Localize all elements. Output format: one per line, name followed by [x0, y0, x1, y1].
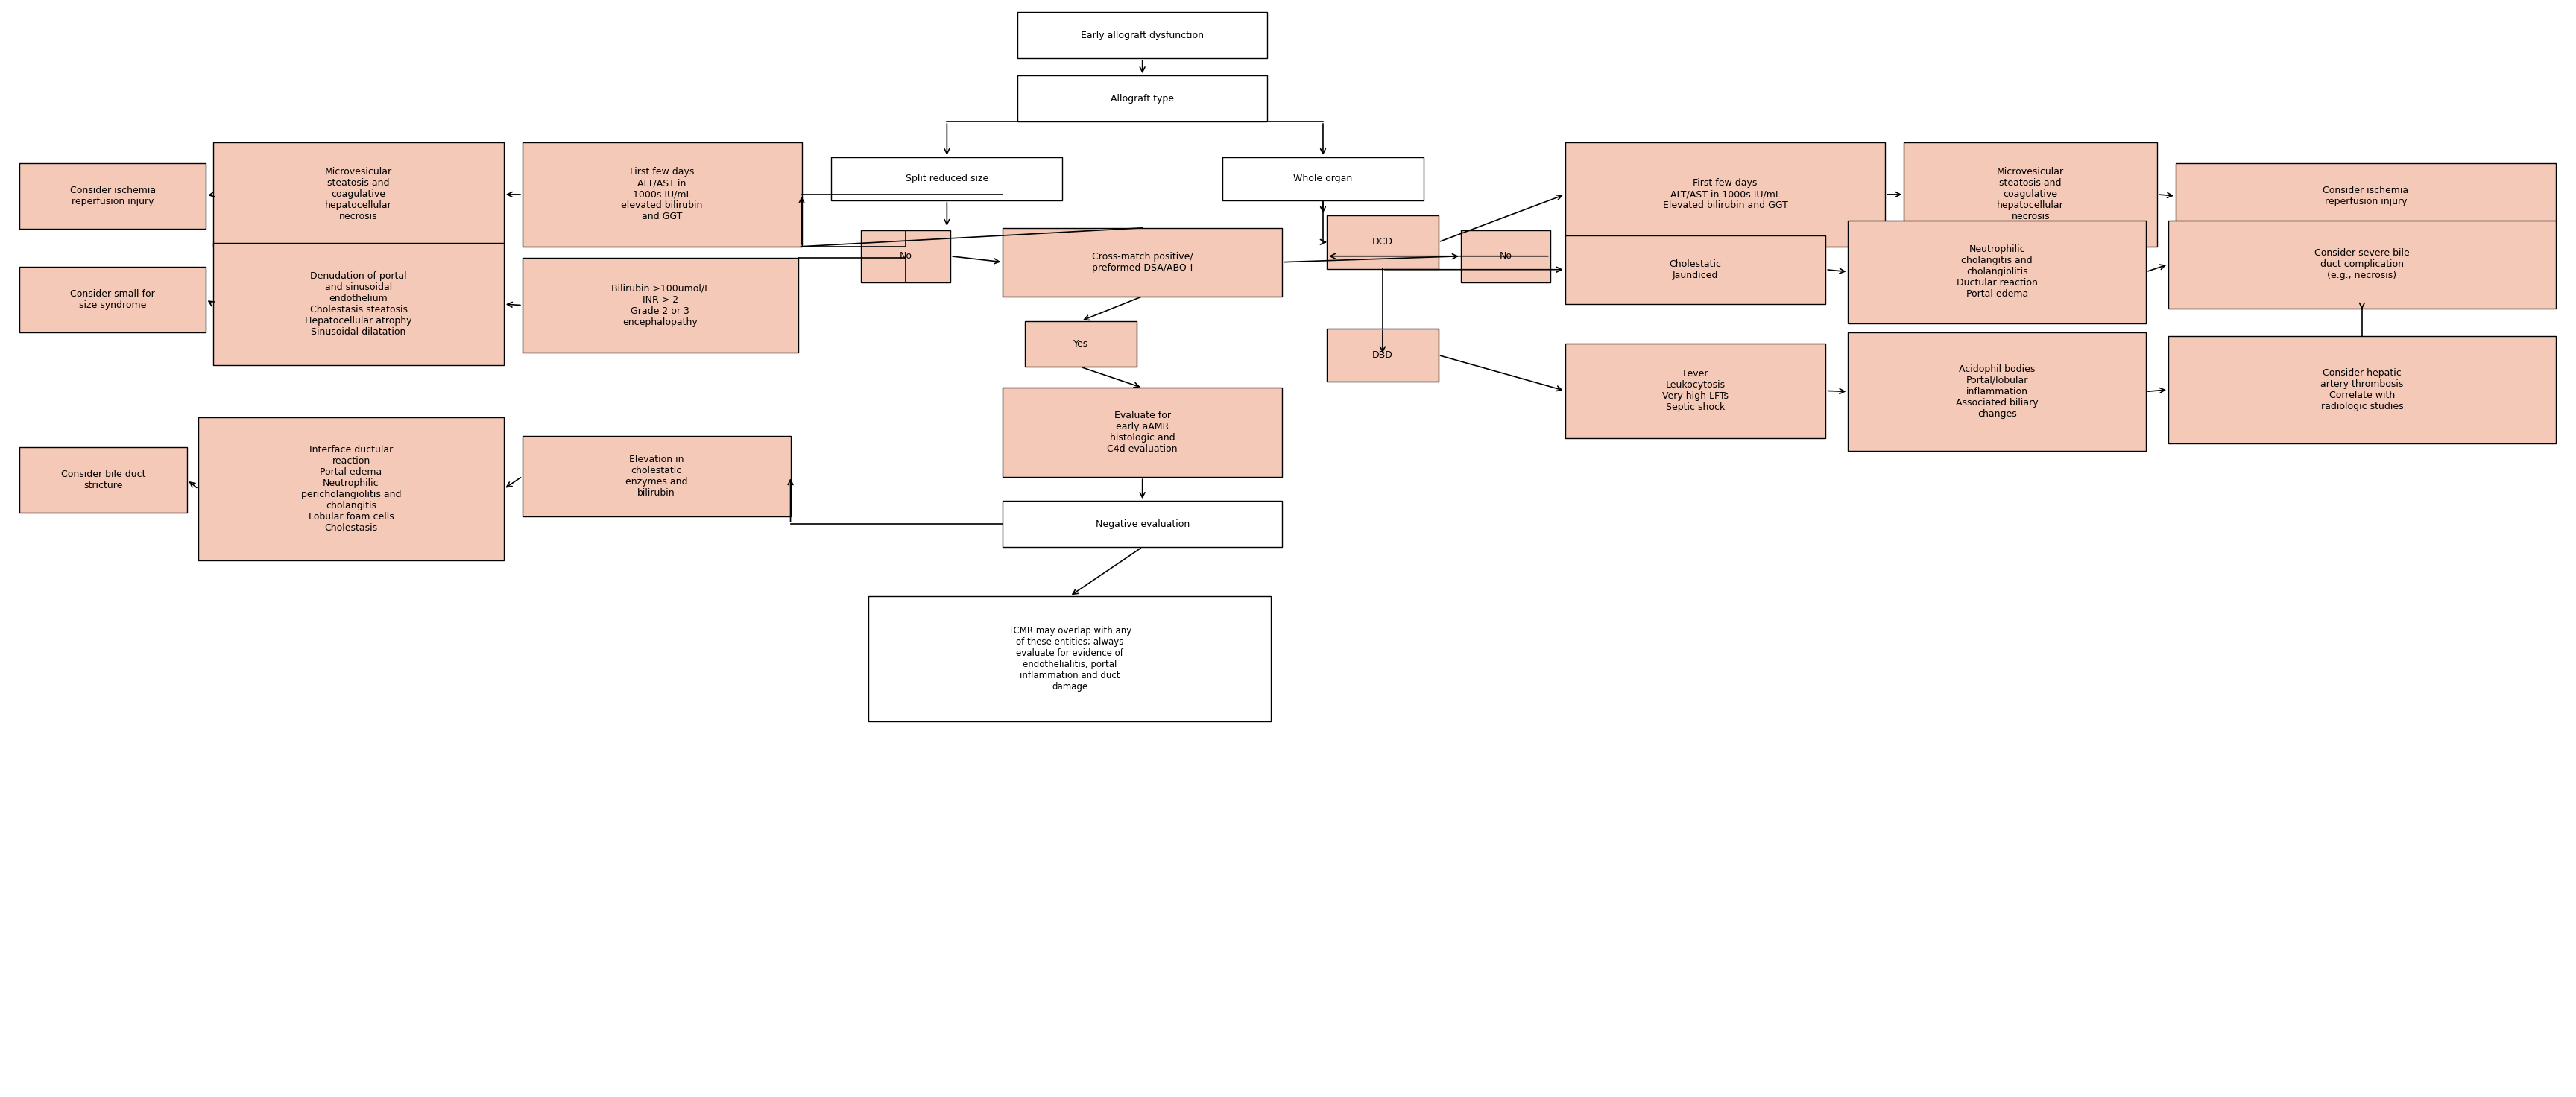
FancyBboxPatch shape	[868, 596, 1270, 721]
Text: Interface ductular
reaction
Portal edema
Neutrophilic
pericholangiolitis and
cho: Interface ductular reaction Portal edema…	[301, 445, 402, 533]
FancyBboxPatch shape	[1327, 328, 1437, 382]
FancyBboxPatch shape	[1566, 236, 1826, 304]
Text: Evaluate for
early aAMR
histologic and
C4d evaluation: Evaluate for early aAMR histologic and C…	[1108, 411, 1177, 454]
FancyBboxPatch shape	[1566, 143, 1886, 247]
FancyBboxPatch shape	[1224, 157, 1425, 201]
FancyBboxPatch shape	[21, 163, 206, 228]
FancyBboxPatch shape	[1566, 343, 1826, 439]
Text: Split reduced size: Split reduced size	[904, 174, 989, 183]
Text: Neutrophilic
cholangitis and
cholangiolitis
Ductular reaction
Portal edema: Neutrophilic cholangitis and cholangioli…	[1955, 245, 2038, 299]
FancyBboxPatch shape	[1018, 12, 1267, 58]
Text: Consider ischemia
reperfusion injury: Consider ischemia reperfusion injury	[2324, 185, 2409, 206]
Text: First few days
ALT/AST in 1000s IU/mL
Elevated bilirubin and GGT: First few days ALT/AST in 1000s IU/mL El…	[1662, 179, 1788, 211]
Text: Yes: Yes	[1074, 339, 1090, 349]
Text: Denudation of portal
and sinusoidal
endothelium
Cholestasis steatosis
Hepatocell: Denudation of portal and sinusoidal endo…	[304, 271, 412, 337]
FancyBboxPatch shape	[214, 242, 505, 365]
Text: Consider bile duct
stricture: Consider bile duct stricture	[62, 470, 147, 490]
Text: DCD: DCD	[1373, 237, 1394, 247]
Text: Microvesicular
steatosis and
coagulative
hepatocellular
necrosis: Microvesicular steatosis and coagulative…	[325, 167, 392, 222]
FancyBboxPatch shape	[21, 267, 206, 332]
FancyBboxPatch shape	[1002, 501, 1283, 547]
Text: Cross-match positive/
preformed DSA/ABO-I: Cross-match positive/ preformed DSA/ABO-…	[1092, 251, 1193, 272]
FancyBboxPatch shape	[21, 448, 188, 512]
FancyBboxPatch shape	[1002, 388, 1283, 477]
Text: TCMR may overlap with any
of these entities; always
evaluate for evidence of
end: TCMR may overlap with any of these entit…	[1007, 625, 1131, 691]
Text: No: No	[899, 251, 912, 261]
Text: Allograft type: Allograft type	[1110, 93, 1175, 103]
FancyBboxPatch shape	[1025, 321, 1136, 367]
FancyBboxPatch shape	[198, 418, 505, 561]
FancyBboxPatch shape	[832, 157, 1061, 201]
FancyBboxPatch shape	[1847, 332, 2146, 451]
Text: Whole organ: Whole organ	[1293, 174, 1352, 183]
FancyBboxPatch shape	[1018, 76, 1267, 122]
FancyBboxPatch shape	[2177, 163, 2555, 228]
FancyBboxPatch shape	[2169, 220, 2555, 308]
Text: Consider ischemia
reperfusion injury: Consider ischemia reperfusion injury	[70, 185, 155, 206]
FancyBboxPatch shape	[1461, 230, 1551, 282]
Text: Consider severe bile
duct complication
(e.g., necrosis): Consider severe bile duct complication (…	[2313, 248, 2409, 281]
FancyBboxPatch shape	[1904, 143, 2156, 247]
FancyBboxPatch shape	[523, 437, 791, 517]
Text: Consider small for
size syndrome: Consider small for size syndrome	[70, 289, 155, 309]
Text: Negative evaluation: Negative evaluation	[1095, 519, 1190, 529]
Text: Microvesicular
steatosis and
coagulative
hepatocellular
necrosis: Microvesicular steatosis and coagulative…	[1996, 167, 2063, 222]
Text: Bilirubin >100umol/L
INR > 2
Grade 2 or 3
encephalopathy: Bilirubin >100umol/L INR > 2 Grade 2 or …	[611, 284, 708, 327]
FancyBboxPatch shape	[1847, 220, 2146, 324]
FancyBboxPatch shape	[1002, 228, 1283, 296]
Text: Cholestatic
Jaundiced: Cholestatic Jaundiced	[1669, 259, 1721, 280]
Text: Consider hepatic
artery thrombosis
Correlate with
radiologic studies: Consider hepatic artery thrombosis Corre…	[2321, 369, 2403, 411]
FancyBboxPatch shape	[2169, 336, 2555, 443]
Text: No: No	[1499, 251, 1512, 261]
Text: Early allograft dysfunction: Early allograft dysfunction	[1082, 31, 1203, 41]
FancyBboxPatch shape	[1327, 215, 1437, 269]
Text: Elevation in
cholestatic
enzymes and
bilirubin: Elevation in cholestatic enzymes and bil…	[626, 455, 688, 498]
FancyBboxPatch shape	[214, 143, 505, 247]
FancyBboxPatch shape	[860, 230, 951, 282]
FancyBboxPatch shape	[523, 143, 801, 247]
Text: First few days
ALT/AST in
1000s IU/mL
elevated bilirubin
and GGT: First few days ALT/AST in 1000s IU/mL el…	[621, 167, 703, 222]
FancyBboxPatch shape	[523, 258, 799, 353]
Text: DBD: DBD	[1373, 350, 1394, 360]
Text: Fever
Leukocytosis
Very high LFTs
Septic shock: Fever Leukocytosis Very high LFTs Septic…	[1662, 370, 1728, 412]
Text: Acidophil bodies
Portal/lobular
inflammation
Associated biliary
changes: Acidophil bodies Portal/lobular inflamma…	[1955, 364, 2038, 419]
